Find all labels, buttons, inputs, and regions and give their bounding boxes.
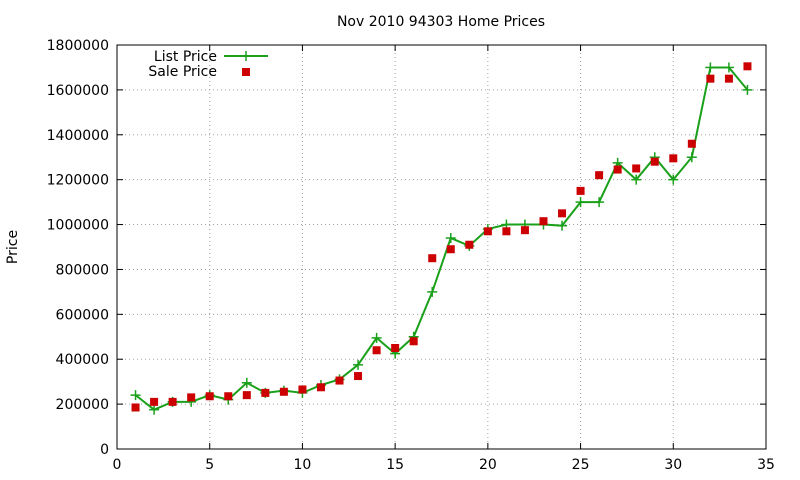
sale-price-point xyxy=(669,154,678,163)
sale-price-point xyxy=(576,186,585,195)
list-price-point xyxy=(594,197,605,208)
sale-price-point xyxy=(502,227,511,236)
chart-title: Nov 2010 94303 Home Prices xyxy=(337,14,545,30)
y-tick-label: 1600000 xyxy=(47,83,109,99)
series-layer xyxy=(130,62,753,415)
y-axis-label: Price xyxy=(5,230,21,264)
sale-price-point xyxy=(298,385,307,394)
y-tick-label: 200000 xyxy=(56,397,109,413)
list-price-point xyxy=(241,377,252,388)
sale-price-point xyxy=(224,392,233,401)
list-price-point xyxy=(557,220,568,231)
sale-price-point xyxy=(446,245,455,254)
y-tick-label: 1400000 xyxy=(47,128,109,144)
list-price-line xyxy=(134,66,749,411)
sale-price-point xyxy=(261,388,270,397)
sale-price-point xyxy=(613,165,622,174)
x-tick-label: 35 xyxy=(757,457,775,473)
x-tick-label: 10 xyxy=(294,457,312,473)
list-price-point xyxy=(723,62,734,73)
y-tick-label: 800000 xyxy=(56,262,109,278)
list-price-point xyxy=(445,233,456,244)
sale-price-point xyxy=(335,376,344,385)
x-tick-label: 25 xyxy=(572,457,590,473)
legend-marker-sale-price xyxy=(242,68,250,76)
sale-price-point xyxy=(150,397,159,406)
axis-ticks: 0 5 10 15 20 25 30 35 0 200000 400000 600000 800000 1… xyxy=(47,38,775,473)
x-tick-label: 15 xyxy=(386,457,404,473)
x-tick-label: 0 xyxy=(113,457,122,473)
y-tick-label: 1200000 xyxy=(47,173,109,189)
sale-price-point xyxy=(316,383,325,392)
y-tick-label: 0 xyxy=(100,442,109,458)
x-tick-label: 30 xyxy=(664,457,682,473)
sale-price-point xyxy=(650,157,659,166)
list-price-point xyxy=(427,286,438,297)
list-price-point xyxy=(575,197,586,208)
sale-price-point xyxy=(632,164,641,173)
sale-price-point xyxy=(743,62,752,71)
sale-price-point xyxy=(279,387,288,396)
sale-price-point xyxy=(187,393,196,402)
list-price-point xyxy=(353,359,364,370)
plot-frame xyxy=(116,44,767,450)
sale-price-point xyxy=(242,391,251,400)
sale-price-point xyxy=(131,403,140,412)
y-tick-label: 400000 xyxy=(56,352,109,368)
y-tick-label: 1000000 xyxy=(47,218,109,234)
legend-label-sale-price: Sale Price xyxy=(148,64,217,80)
sale-price-point xyxy=(687,139,696,148)
list-price-point xyxy=(668,174,679,185)
list-price-point xyxy=(742,84,753,95)
list-price-point xyxy=(631,174,642,185)
sale-price-point xyxy=(354,372,363,381)
list-price-point xyxy=(149,404,160,415)
sale-price-point xyxy=(520,226,529,235)
sale-price-point xyxy=(558,209,567,218)
list-price-point xyxy=(705,62,716,73)
sale-price-point xyxy=(483,227,492,236)
sale-price-point xyxy=(465,240,474,249)
sale-price-point xyxy=(595,171,604,180)
x-tick-label: 20 xyxy=(479,457,497,473)
sale-price-point xyxy=(391,344,400,352)
sale-price-point xyxy=(724,74,733,83)
sale-price-point xyxy=(539,217,548,226)
x-tick-label: 5 xyxy=(205,457,214,473)
sale-price-point xyxy=(428,254,437,263)
sale-price-point xyxy=(372,346,381,355)
legend-marker-list-price xyxy=(241,51,251,61)
y-tick-label: 1800000 xyxy=(47,38,109,54)
list-price-point xyxy=(130,390,141,401)
list-price-point xyxy=(686,152,697,163)
sale-price-point xyxy=(409,337,418,346)
sale-price-point xyxy=(168,397,177,406)
sale-price-point xyxy=(205,392,214,401)
legend-label-list-price: List Price xyxy=(154,49,217,65)
sale-price-point xyxy=(706,74,715,83)
list-price-point xyxy=(371,332,382,343)
legend: List Price Sale Price xyxy=(148,49,268,80)
y-tick-label: 600000 xyxy=(56,307,109,323)
grid-lines xyxy=(117,45,766,449)
